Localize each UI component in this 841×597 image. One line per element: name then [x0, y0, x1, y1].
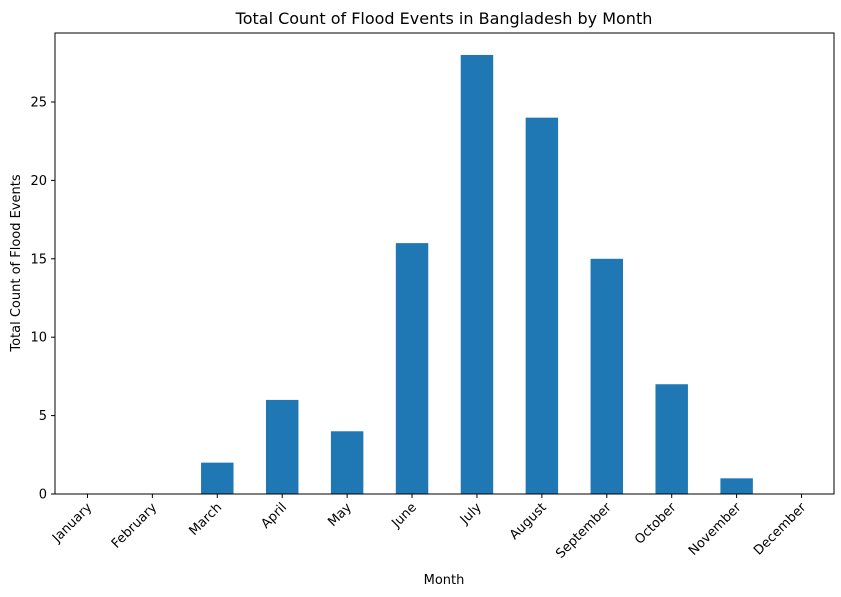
bar-june — [395, 243, 429, 494]
chart-title: Total Count of Flood Events in Banglades… — [235, 9, 653, 28]
y-axis-label: Total Count of Flood Events — [9, 174, 24, 353]
bar-november — [720, 478, 753, 494]
y-tick-label: 5 — [39, 409, 47, 424]
y-tick-label: 25 — [30, 95, 47, 110]
y-tick-label: 15 — [30, 252, 47, 267]
y-tick-label: 0 — [39, 488, 47, 503]
plot-frame — [54, 32, 835, 495]
bar-march — [201, 462, 234, 494]
y-tick-label: 10 — [30, 331, 47, 346]
bar-july — [460, 54, 494, 494]
bar-may — [330, 431, 364, 494]
bar-april — [265, 399, 299, 494]
bar-september — [590, 258, 624, 494]
x-axis-label: Month — [424, 573, 465, 588]
bar-august — [525, 117, 559, 495]
bars-group — [201, 54, 753, 495]
bar-october — [655, 384, 688, 494]
y-axis-ticks: 0 5 10 15 20 25 — [30, 95, 55, 503]
y-tick-label: 20 — [30, 174, 47, 189]
